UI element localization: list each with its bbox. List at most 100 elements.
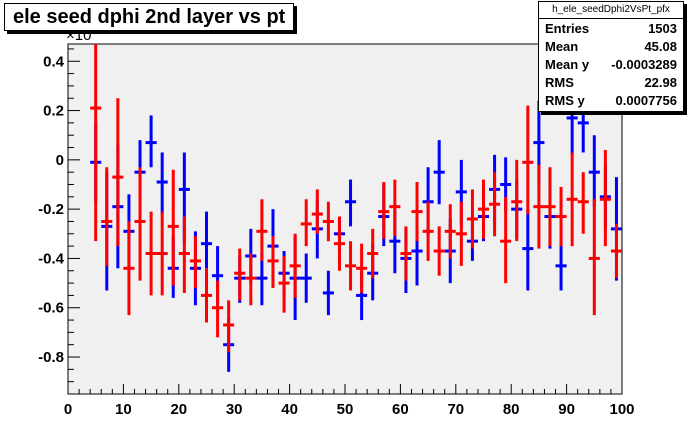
data-point (522, 209, 534, 291)
x-tick-label: 20 (170, 401, 187, 418)
data-point (500, 196, 512, 284)
data-point (566, 152, 578, 247)
data-point (245, 253, 257, 306)
data-point (389, 179, 401, 237)
data-point (522, 105, 534, 215)
data-point (90, 44, 102, 242)
data-point (223, 300, 235, 353)
data-point (101, 167, 113, 266)
data-point (322, 201, 334, 242)
x-tick-label: 10 (115, 401, 132, 418)
y-tick-label: 0.2 (43, 103, 64, 120)
data-point (156, 211, 168, 296)
stats-row-rms-y: RMS y 0.0007756 (539, 91, 683, 109)
data-point (333, 216, 345, 271)
data-point (200, 211, 213, 269)
data-point (300, 199, 312, 247)
data-point (610, 223, 622, 279)
x-tick-label: 80 (503, 401, 520, 418)
x-tick-label: 40 (281, 401, 298, 418)
data-point (511, 159, 523, 242)
stats-box: h_ele_seedDphi2VsPt_pfx Entries 1503 Mea… (538, 1, 684, 112)
data-point (599, 149, 611, 247)
data-point (477, 179, 490, 239)
plot-frame (67, 43, 623, 395)
chart-title: ele seed dphi 2nd layer vs pt (4, 3, 295, 31)
data-point (278, 255, 290, 313)
data-point (466, 189, 478, 249)
stats-label: RMS y (545, 92, 585, 108)
stats-label: Mean (545, 38, 579, 54)
data-point (444, 204, 456, 259)
data-point (544, 167, 556, 247)
data-point (112, 98, 124, 247)
stats-histogram-name: h_ele_seedDphi2VsPt_pfx (539, 2, 683, 19)
series-1 (90, 44, 622, 353)
x-tick-label: 60 (392, 401, 409, 418)
data-point (577, 172, 589, 234)
data-point (134, 167, 146, 281)
data-point (533, 164, 545, 249)
stats-value: 45.08 (644, 38, 677, 54)
data-point (212, 280, 224, 338)
data-point (300, 253, 312, 303)
y-axis-multiplier: ×10-3 (66, 26, 101, 44)
data-point (267, 236, 279, 289)
data-point (400, 226, 412, 281)
stats-value: 1503 (648, 20, 677, 36)
data-point (345, 241, 357, 291)
stats-row-rms: RMS 22.98 (539, 73, 683, 91)
y-tick-label: -0.2 (38, 201, 64, 218)
data-point (411, 182, 423, 242)
x-tick-label: 90 (558, 401, 575, 418)
axes: 0 10 20 30 40 50 60 70 80 90 100 0.4 0.2 0 -0.2 -0.4 -0.… (38, 44, 635, 418)
data-point (489, 172, 501, 237)
data-point (189, 236, 201, 289)
data-point (145, 211, 157, 296)
y-tick-label: -0.8 (38, 349, 64, 366)
data-point (311, 189, 323, 234)
data-point (167, 169, 179, 286)
stats-label: Mean y (545, 56, 590, 72)
data-series-layer (90, 44, 622, 372)
data-point (555, 241, 567, 291)
data-point (433, 140, 445, 205)
data-point (588, 135, 600, 207)
data-point (356, 243, 368, 293)
x-tick-label: 100 (609, 401, 634, 418)
x-tick-label: 50 (337, 401, 354, 418)
data-point (588, 199, 600, 316)
stats-label: RMS (545, 74, 574, 90)
data-point (345, 179, 357, 227)
y-tick-label: 0 (56, 152, 64, 169)
data-point (256, 253, 268, 306)
data-point (200, 268, 213, 323)
data-point (123, 221, 135, 316)
y-tick-label: -0.6 (38, 300, 64, 317)
stats-value: 0.0007756 (615, 92, 677, 108)
data-point (322, 270, 334, 316)
data-point (234, 248, 246, 301)
data-point (433, 226, 445, 276)
stats-row-mean: Mean 45.08 (539, 37, 683, 55)
data-point (178, 216, 190, 293)
data-point (422, 201, 434, 261)
stats-value: 22.98 (644, 74, 677, 90)
stats-row-entries: Entries 1503 (539, 19, 683, 37)
x-tick-label: 70 (447, 401, 464, 418)
data-point (256, 199, 268, 261)
stats-label: Entries (545, 20, 590, 36)
data-point (555, 186, 567, 247)
stats-row-mean-y: Mean y -0.0003289 (539, 55, 683, 73)
y-tick-label: 0.4 (43, 53, 65, 70)
x-tick-label: 30 (226, 401, 243, 418)
data-point (145, 115, 157, 168)
data-point (289, 233, 301, 298)
data-point (378, 182, 390, 239)
data-point (455, 201, 467, 266)
x-tick-label: 0 (64, 401, 72, 418)
stats-value: -0.0003289 (611, 56, 677, 72)
data-point (156, 152, 168, 215)
y-tick-label: -0.4 (38, 250, 65, 267)
